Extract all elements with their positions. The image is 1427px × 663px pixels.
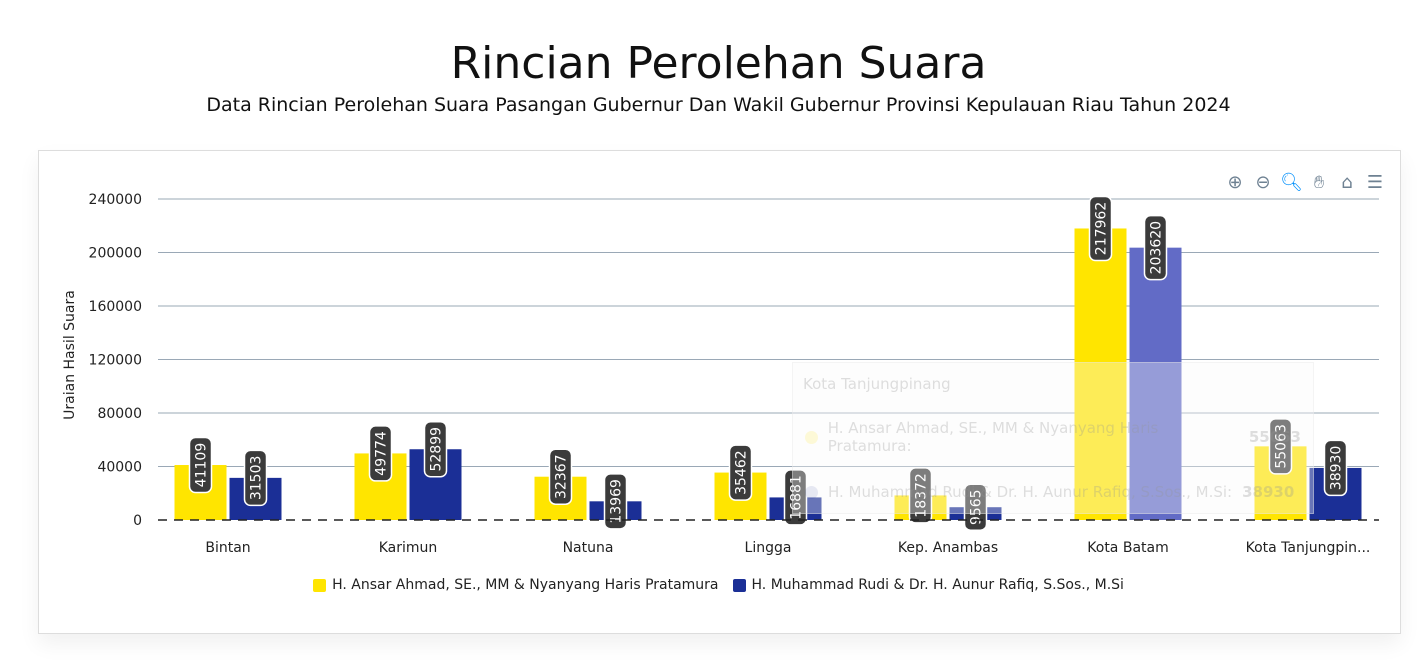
- y-tick-label: 80000: [97, 406, 142, 422]
- y-tick-label: 120000: [89, 353, 142, 369]
- data-label-badge: [783, 469, 808, 526]
- tooltip: Kota Tanjungpinang H. Ansar Ahmad, SE., …: [792, 362, 1314, 514]
- x-tick-label: Kota Batam: [1087, 540, 1168, 556]
- data-label: 203620: [1149, 221, 1165, 274]
- legend-swatch: [732, 578, 746, 592]
- tooltip-row: H. Ansar Ahmad, SE., MM & Nyanyang Haris…: [793, 405, 1313, 469]
- x-tick-label: Bintan: [205, 540, 250, 556]
- y-tick-label: 0: [133, 513, 142, 529]
- x-tick-label: Karimun: [379, 540, 438, 556]
- data-label-badge: [728, 444, 753, 501]
- data-label-badge: [368, 425, 393, 482]
- y-tick-label: 240000: [89, 192, 142, 208]
- pan-hand-icon[interactable]: ✋︎: [1313, 172, 1325, 193]
- data-label: 9565: [969, 489, 985, 525]
- y-tick-label: 200000: [89, 246, 142, 262]
- chart-legend: H. Ansar Ahmad, SE., MM & Nyanyang Haris…: [0, 577, 1427, 593]
- legend-item[interactable]: H. Ansar Ahmad, SE., MM & Nyanyang Haris…: [313, 577, 719, 593]
- series-dot-icon: [805, 485, 818, 499]
- data-label: 38930: [1329, 446, 1345, 491]
- data-label-badge: [1088, 195, 1113, 262]
- data-label-badge: [963, 483, 988, 531]
- bar[interactable]: [1129, 247, 1182, 520]
- zoom-out-icon[interactable]: ⊖: [1255, 172, 1271, 193]
- data-label-badge: [603, 473, 628, 530]
- data-label: 18372: [914, 473, 930, 518]
- x-tick-label: Natuna: [563, 540, 614, 556]
- selection-zoom-icon[interactable]: 🔍︎: [1280, 172, 1303, 193]
- data-label-badge: [1323, 439, 1348, 497]
- tooltip-row: H. Muhammad Rudi & Dr. H. Aunur Rafiq, S…: [793, 469, 1313, 515]
- data-label: 13969: [609, 479, 625, 524]
- data-label-badge: [548, 448, 573, 505]
- page-subtitle: Data Rincian Perolehan Suara Pasangan Gu…: [206, 94, 1231, 116]
- data-label: 49774: [374, 431, 390, 476]
- data-label: 41109: [194, 443, 210, 488]
- data-label-badge: [423, 420, 448, 478]
- data-label: 31503: [249, 456, 265, 501]
- x-tick-label: Lingga: [745, 540, 792, 556]
- zoom-in-icon[interactable]: ⊕: [1227, 172, 1243, 193]
- data-label: 35462: [734, 450, 750, 495]
- tooltip-title: Kota Tanjungpinang: [803, 375, 951, 393]
- y-tick-label: 40000: [97, 460, 142, 476]
- data-label-badge: [188, 436, 213, 494]
- home-reset-icon[interactable]: ⌂: [1341, 172, 1353, 193]
- x-tick-label: Kota Tanjungpin...: [1246, 540, 1371, 556]
- data-label: 32367: [554, 454, 570, 499]
- bar[interactable]: [1074, 228, 1127, 520]
- data-label: 217962: [1094, 202, 1110, 255]
- data-label: 52899: [429, 427, 445, 472]
- data-label-badge: [908, 467, 933, 524]
- x-tick-label: Kep. Anambas: [898, 540, 998, 556]
- y-axis-title: Uraian Hasil Suara: [62, 290, 78, 420]
- y-tick-label: 160000: [89, 299, 142, 315]
- data-label: 16881: [789, 475, 805, 520]
- series-dot-icon: [805, 430, 818, 444]
- legend-swatch: [313, 578, 327, 592]
- legend-item[interactable]: H. Muhammad Rudi & Dr. H. Aunur Rafiq, S…: [732, 577, 1124, 593]
- data-label-badge: [1143, 214, 1168, 281]
- data-label-badge: [243, 449, 268, 507]
- page-title: Rincian Perolehan Suara: [450, 38, 987, 89]
- menu-icon[interactable]: ☰: [1366, 172, 1384, 193]
- chart-toolbar: ⊕ ⊖ 🔍︎ ✋︎ ⌂ ☰: [1224, 172, 1386, 193]
- data-label-badge: [1268, 418, 1293, 475]
- data-label: 55063: [1274, 424, 1290, 469]
